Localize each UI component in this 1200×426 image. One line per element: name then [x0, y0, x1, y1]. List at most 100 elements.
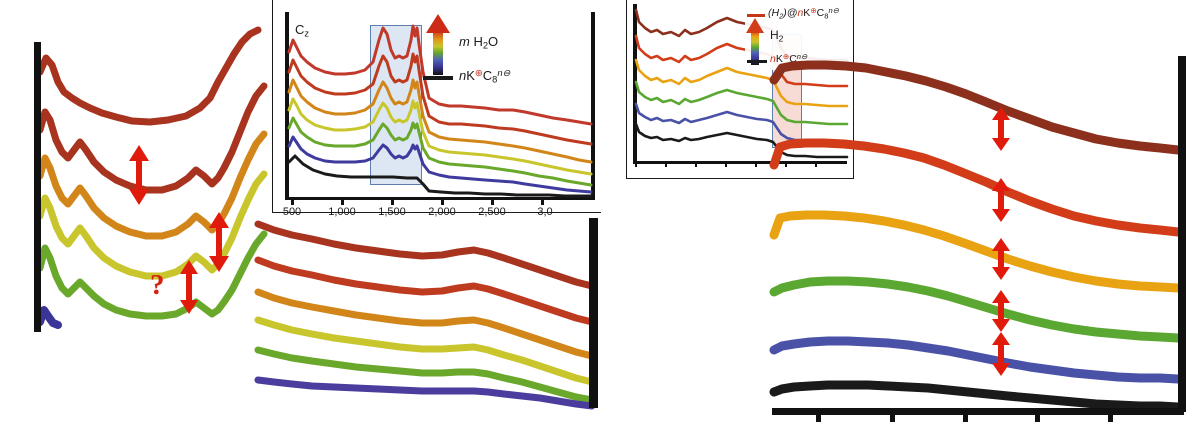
hydrogen-inset: (H2)@nK⊕C8n⊖ H2 nK⊕Cn⊖: [626, 0, 854, 179]
water-trace-2: [287, 52, 593, 146]
hydrogen-trace-4: [634, 80, 849, 126]
middle-trace-5: [254, 346, 596, 404]
legend-c-sup: n⊖: [497, 68, 511, 79]
hydrogen-legend-top-label: (H2)@nK⊕C8n⊖: [768, 6, 839, 20]
middle-trace-1: [254, 220, 596, 290]
right-trace-3: [769, 210, 1183, 293]
hydrogen-legend-bottom-swatch: [747, 60, 767, 63]
middle-panel-right-axis: [589, 218, 598, 408]
water-trace-4: [287, 97, 593, 176]
h2-c-sub: 8: [824, 11, 829, 21]
water-legend-line-label: nK⊕C8n⊖: [459, 68, 510, 85]
hb-c: C: [789, 53, 797, 66]
water-inset-y-label: Cz: [295, 22, 309, 39]
middle-main-panel: [236, 208, 608, 423]
right-trace-6: [769, 380, 1183, 412]
xtick: [635, 161, 637, 167]
h2-sub: 2: [779, 11, 784, 21]
xtick: [1108, 412, 1113, 422]
legend-c: C: [482, 68, 493, 83]
left-trace-1: [36, 26, 262, 126]
water-inset-xticks: 500 1,000 1,500 2,000 2,500 3,0: [273, 197, 601, 218]
hb-n: n: [770, 53, 776, 66]
water-inset-right-axis: [591, 12, 595, 200]
hydrogen-legend-gradient-label: H2: [770, 28, 783, 43]
h2-n: n: [797, 7, 804, 20]
xtick-label-4: 2,500: [478, 206, 506, 218]
middle-trace-4: [254, 316, 596, 386]
h2-gradient-h: H: [770, 28, 779, 42]
xtick: [1035, 412, 1040, 422]
legend-h-sub: 2: [482, 40, 489, 51]
xtick: [291, 197, 294, 205]
hydrogen-inset-traces: [634, 8, 849, 159]
right-panel-x-axis: [772, 408, 1184, 415]
h2-close: )@: [783, 7, 798, 20]
xtick: [725, 161, 727, 167]
right-panel-xticks: [760, 412, 1200, 426]
xtick: [816, 412, 821, 422]
water-gradient-arrow-icon: [426, 14, 450, 75]
xtick: [785, 161, 787, 167]
xtick: [491, 197, 494, 205]
water-trace-6: [287, 135, 593, 194]
left-panel-traces: [36, 26, 268, 329]
water-trace-7-dark: [287, 154, 593, 198]
hydrogen-gradient-arrow-icon: [746, 18, 764, 65]
legend-c-sub: 8: [492, 74, 498, 85]
water-inset-x-axis: [285, 197, 595, 200]
legend-m: m: [459, 34, 470, 49]
middle-trace-2: [254, 256, 596, 326]
water-trace-3: [287, 78, 593, 164]
left-panel-arrow-2: [209, 212, 229, 272]
water-trace-1: [287, 24, 593, 126]
water-legend-gradient-label: m H2O: [459, 34, 498, 51]
left-panel-y-axis: [34, 42, 41, 332]
legend-h: H: [469, 34, 483, 49]
right-trace-5: [769, 336, 1183, 384]
left-trace-4: [36, 170, 268, 280]
xtick: [541, 197, 544, 205]
xtick-label-2: 1,500: [378, 206, 406, 218]
xtick: [665, 161, 667, 167]
xtick: [815, 161, 817, 167]
water-inset-legend: m H2O nK⊕C8n⊖: [421, 12, 591, 90]
right-panel-arrow-5: [992, 332, 1010, 376]
water-inset-y-axis: [285, 12, 289, 197]
left-trace-3: [36, 130, 268, 240]
right-panel-arrow-3: [992, 238, 1010, 280]
hydrogen-inset-xticks: [627, 161, 853, 171]
right-panel-traces: [769, 60, 1183, 412]
right-panel-arrow-1: [992, 107, 1010, 151]
hb-k-charge: ⊕: [782, 52, 790, 61]
water-inset-traces: [287, 24, 593, 198]
middle-trace-3: [254, 288, 596, 360]
legend-o: O: [488, 34, 499, 49]
legend-k: K: [466, 68, 475, 83]
xtick: [391, 197, 394, 205]
h2-k-charge: ⊕: [810, 6, 817, 15]
h2-k: K: [803, 7, 811, 20]
h2-open: (H: [768, 7, 780, 20]
hydrogen-legend-bottom-label: nK⊕Cn⊖: [770, 52, 807, 65]
xtick-label-3: 2,000: [428, 206, 456, 218]
left-panel-arrow-3: [180, 260, 198, 314]
water-legend-line-swatch: [423, 76, 453, 80]
hb-k: K: [775, 53, 783, 66]
hydrogen-inset-x-axis: [633, 161, 847, 164]
xtick-label-5: 3,0: [537, 206, 553, 218]
right-trace-1: [769, 60, 1183, 155]
left-trace-5: [36, 230, 268, 320]
cz-main: C: [295, 22, 305, 37]
h2-c: C: [816, 7, 825, 20]
left-main-panel: ?: [0, 20, 290, 340]
xtick: [755, 161, 757, 167]
right-main-panel: [760, 20, 1200, 422]
right-panel-arrow-4: [992, 290, 1010, 332]
hydrogen-legend-top-swatch: [747, 14, 765, 17]
right-trace-4: [769, 276, 1183, 343]
hb-c-sup: n⊖: [796, 52, 808, 61]
right-panel-right-axis: [1178, 56, 1186, 412]
middle-trace-6: [254, 376, 596, 410]
xtick: [341, 197, 344, 205]
